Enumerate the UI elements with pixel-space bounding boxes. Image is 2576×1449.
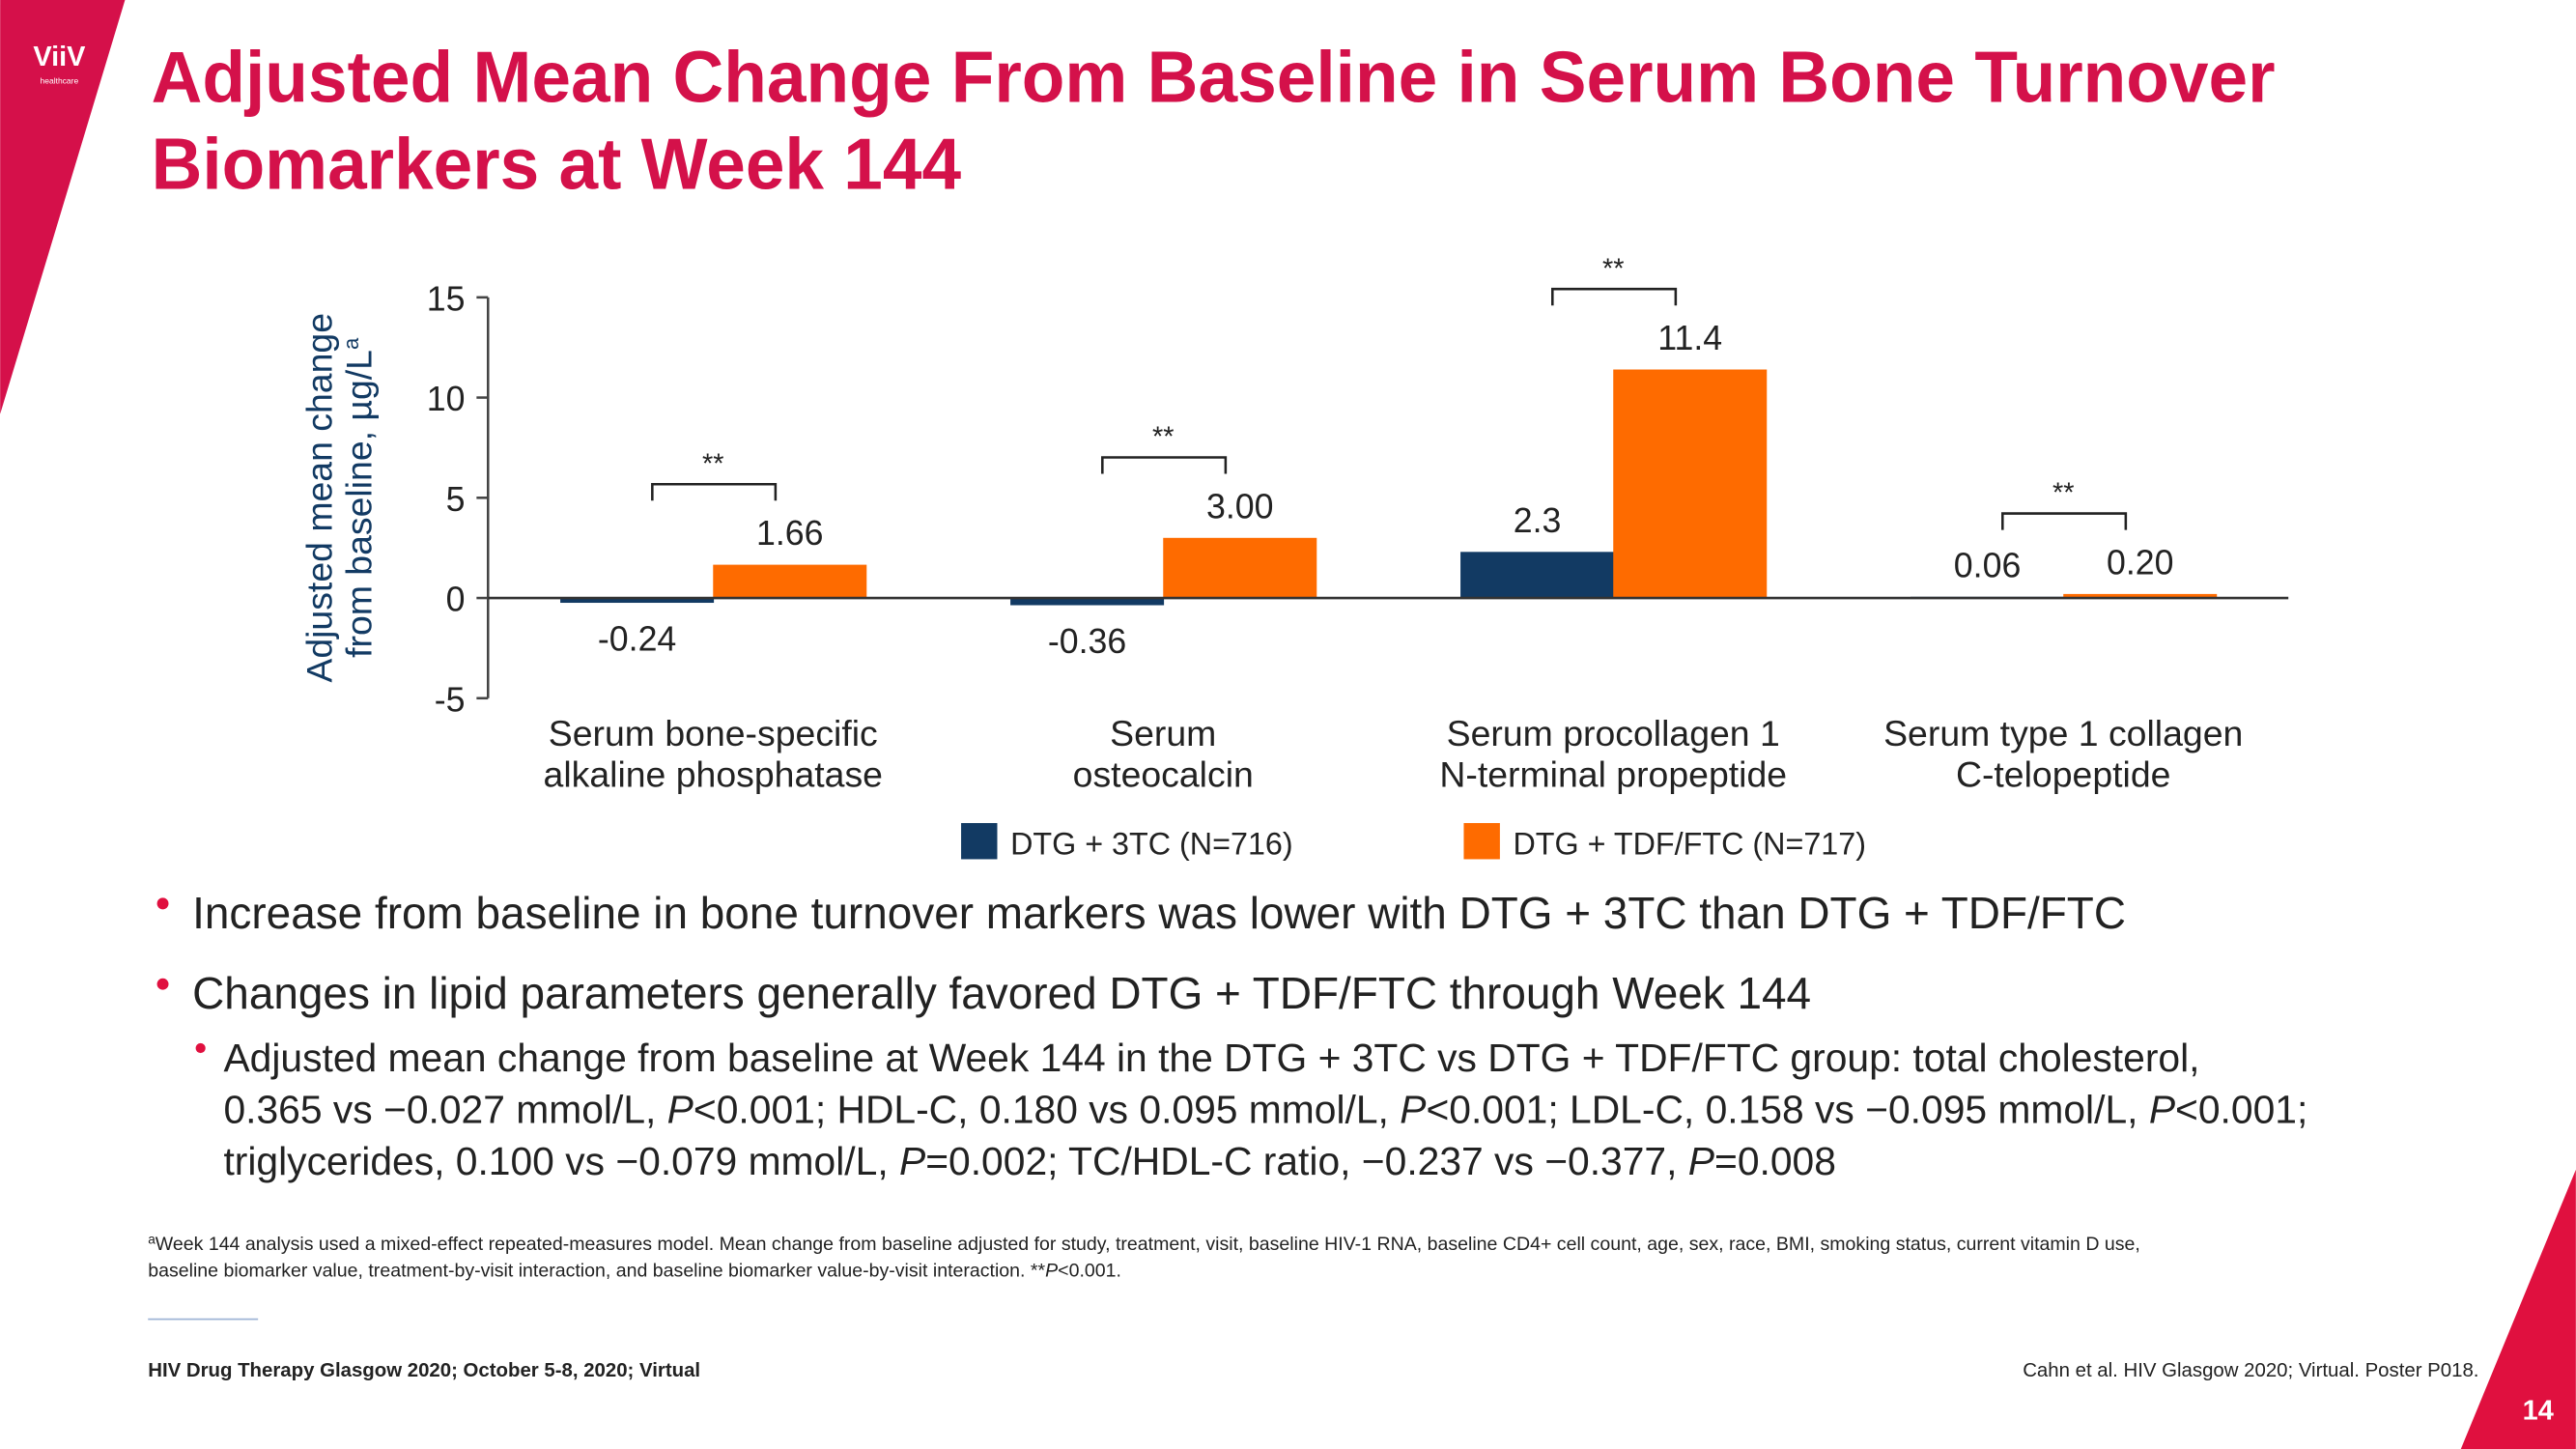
- y-tick-label: 5: [446, 480, 466, 519]
- legend-label: DTG + 3TC (N=716): [1010, 826, 1293, 861]
- bar: [1010, 598, 1165, 606]
- footnote-line: aWeek 144 analysis used a mixed-effect r…: [148, 1232, 2140, 1255]
- text-run: triglycerides, 0.100 vs −0.079 mmol/L,: [223, 1139, 899, 1183]
- x-tick-label: Serum: [1110, 713, 1216, 753]
- text-run: P: [1688, 1139, 1714, 1183]
- bar: [713, 564, 867, 599]
- y-tick-label: 10: [427, 380, 466, 418]
- significance-label: **: [702, 448, 724, 479]
- page-number: 14: [2523, 1395, 2554, 1426]
- y-tick-label: 15: [427, 279, 466, 318]
- x-tick-label: alkaline phosphatase: [544, 754, 883, 795]
- x-tick-label: Serum type 1 collagen: [1883, 713, 2243, 753]
- bullet: Changes in lipid parameters generally fa…: [192, 968, 1811, 1018]
- significance-label: **: [1602, 253, 1625, 284]
- bar: [1163, 537, 1317, 599]
- significance-bracket: [1101, 456, 1228, 474]
- text-run: =0.008: [1714, 1139, 1836, 1183]
- significance-label: **: [2052, 478, 2075, 509]
- sub-bullet-line: triglycerides, 0.100 vs −0.079 mmol/L, P…: [223, 1139, 1835, 1183]
- y-axis-label-line: Adjusted mean change: [299, 313, 340, 683]
- text-run: <0.001; HDL-C, 0.180 vs 0.095 mmol/L,: [694, 1087, 1400, 1131]
- value-label: -0.24: [598, 619, 676, 658]
- text-run: <0.001;: [2175, 1087, 2307, 1131]
- significance-bracket: [651, 482, 778, 501]
- y-axis-label-superscript: a: [339, 337, 363, 350]
- significance-bracket: [1551, 287, 1678, 306]
- x-tick-label: Serum procollagen 1: [1447, 713, 1780, 753]
- y-axis-label: Adjusted mean change from baseline, µg/L…: [299, 313, 380, 683]
- logo-tagline: healthcare: [41, 76, 79, 86]
- text-run: P: [1400, 1087, 1426, 1131]
- text-run: Adjusted mean change from baseline at We…: [223, 1036, 2199, 1080]
- logo-name: ViiV: [33, 42, 86, 72]
- y-axis-label-line: from baseline, µg/La: [339, 337, 380, 658]
- x-tick-label: Serum bone-specific: [549, 713, 878, 753]
- y-tick-label: -5: [435, 680, 466, 719]
- sub-bullet-line: 0.365 vs −0.027 mmol/L, P<0.001; HDL-C, …: [223, 1087, 2307, 1131]
- bullet-dot: [195, 1042, 206, 1054]
- bar: [2063, 593, 2218, 599]
- significance-label: **: [1152, 422, 1175, 453]
- text-run: baseline biomarker value, treatment-by-v…: [148, 1260, 1045, 1281]
- value-label: 0.06: [1954, 546, 2022, 584]
- x-tick-label: C-telopeptide: [1956, 754, 2171, 795]
- bar: [560, 598, 715, 604]
- text-run: Week 144 analysis used a mixed-effect re…: [156, 1234, 2140, 1255]
- text-run: P: [899, 1139, 925, 1183]
- value-label: -0.36: [1048, 622, 1126, 661]
- text-run: =0.002; TC/HDL-C ratio, −0.237 vs −0.377…: [925, 1139, 1688, 1183]
- text-run: P: [667, 1087, 694, 1131]
- text-run: P: [2149, 1087, 2175, 1131]
- sub-bullet-line: Adjusted mean change from baseline at We…: [223, 1036, 2199, 1080]
- text-run: P: [1045, 1260, 1058, 1281]
- text-run: 0.365 vs −0.027 mmol/L,: [223, 1087, 666, 1131]
- text-run: <0.001; LDL-C, 0.158 vs −0.095 mmol/L,: [1426, 1087, 2148, 1131]
- legend-swatch: [1463, 823, 1500, 860]
- significance-bracket: [2001, 512, 2128, 530]
- text-run: <0.001.: [1058, 1260, 1121, 1281]
- x-tick-label: N-terminal propeptide: [1439, 754, 1787, 795]
- y-axis-label-text: from baseline, µg/L: [339, 350, 380, 658]
- value-label: 3.00: [1206, 487, 1274, 526]
- bullet: Increase from baseline in bone turnover …: [192, 888, 2126, 938]
- bullet-dot: [156, 897, 169, 910]
- bar: [1460, 552, 1615, 599]
- title: Biomarkers at Week 144: [152, 124, 962, 205]
- footnote-line: baseline biomarker value, treatment-by-v…: [148, 1260, 1121, 1281]
- legend-label: DTG + TDF/FTC (N=717): [1513, 826, 1866, 861]
- value-label: 2.3: [1514, 501, 1562, 540]
- value-label: 1.66: [756, 514, 824, 553]
- legend-swatch: [961, 823, 998, 860]
- bullet-dot: [156, 978, 169, 990]
- bar: [1613, 369, 1768, 599]
- corner-shape: [2460, 1169, 2576, 1449]
- title: Adjusted Mean Change From Baseline in Se…: [152, 36, 2276, 117]
- y-tick-label: 0: [446, 581, 466, 619]
- footnote-marker: a: [148, 1232, 156, 1246]
- footer-left: HIV Drug Therapy Glasgow 2020; October 5…: [148, 1360, 700, 1381]
- footer-right: Cahn et al. HIV Glasgow 2020; Virtual. P…: [2023, 1360, 2478, 1381]
- value-label: 11.4: [1657, 319, 1722, 357]
- x-tick-label: osteocalcin: [1073, 754, 1254, 795]
- value-label: 0.20: [2107, 543, 2173, 582]
